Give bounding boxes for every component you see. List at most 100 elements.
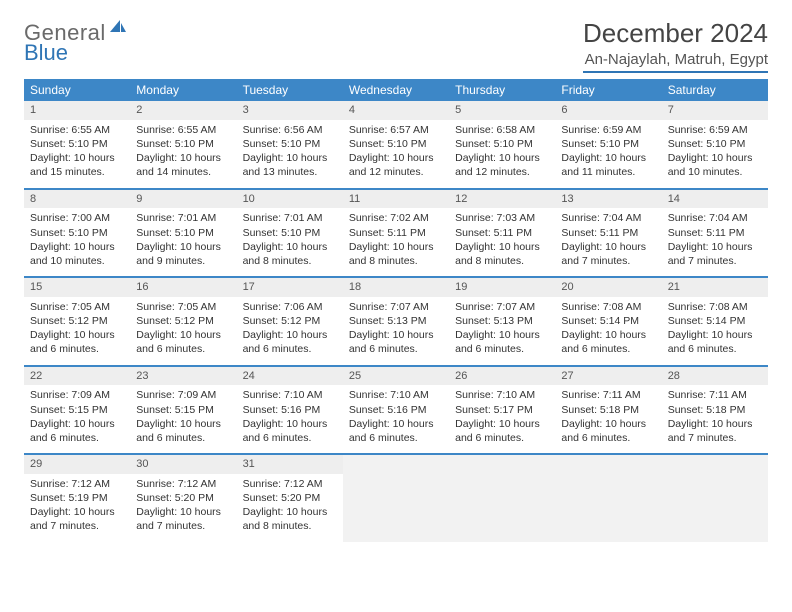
sunset-line: Sunset: 5:20 PM [136,491,230,505]
sunset-line: Sunset: 5:18 PM [561,403,655,417]
sunrise-line: Sunrise: 7:08 AM [668,300,762,314]
sunset-line: Sunset: 5:11 PM [668,226,762,240]
day-body: Sunrise: 7:02 AMSunset: 5:11 PMDaylight:… [343,208,449,276]
sunset-line: Sunset: 5:12 PM [243,314,337,328]
daylight-line: Daylight: 10 hours and 8 minutes. [349,240,443,268]
sunset-line: Sunset: 5:12 PM [30,314,124,328]
day-number: 31 [237,455,343,474]
sunrise-line: Sunrise: 6:56 AM [243,123,337,137]
day-cell: 6Sunrise: 6:59 AMSunset: 5:10 PMDaylight… [555,101,661,188]
daylight-line: Daylight: 10 hours and 6 minutes. [243,417,337,445]
sunset-line: Sunset: 5:15 PM [136,403,230,417]
day-body: Sunrise: 6:58 AMSunset: 5:10 PMDaylight:… [449,120,555,188]
month-title: December 2024 [583,18,768,49]
week-row: 22Sunrise: 7:09 AMSunset: 5:15 PMDayligh… [24,367,768,456]
sunrise-line: Sunrise: 7:11 AM [668,388,762,402]
weekday-friday: Friday [555,79,661,101]
day-cell: 15Sunrise: 7:05 AMSunset: 5:12 PMDayligh… [24,278,130,365]
daylight-line: Daylight: 10 hours and 6 minutes. [668,328,762,356]
sunrise-line: Sunrise: 6:58 AM [455,123,549,137]
day-cell: 7Sunrise: 6:59 AMSunset: 5:10 PMDaylight… [662,101,768,188]
day-number: 17 [237,278,343,297]
daylight-line: Daylight: 10 hours and 13 minutes. [243,151,337,179]
day-number: 10 [237,190,343,209]
daylight-line: Daylight: 10 hours and 9 minutes. [136,240,230,268]
sunset-line: Sunset: 5:10 PM [136,137,230,151]
daylight-line: Daylight: 10 hours and 11 minutes. [561,151,655,179]
week-row: 1Sunrise: 6:55 AMSunset: 5:10 PMDaylight… [24,101,768,190]
day-body: Sunrise: 7:04 AMSunset: 5:11 PMDaylight:… [662,208,768,276]
location-text: An-Najaylah, Matruh, Egypt [583,51,768,73]
weekday-header-row: Sunday Monday Tuesday Wednesday Thursday… [24,79,768,101]
day-number: 29 [24,455,130,474]
day-number: 5 [449,101,555,120]
day-cell: 16Sunrise: 7:05 AMSunset: 5:12 PMDayligh… [130,278,236,365]
day-number: 21 [662,278,768,297]
day-body: Sunrise: 6:55 AMSunset: 5:10 PMDaylight:… [130,120,236,188]
day-number: 18 [343,278,449,297]
week-row: 8Sunrise: 7:00 AMSunset: 5:10 PMDaylight… [24,190,768,279]
day-cell: 3Sunrise: 6:56 AMSunset: 5:10 PMDaylight… [237,101,343,188]
day-cell: 23Sunrise: 7:09 AMSunset: 5:15 PMDayligh… [130,367,236,454]
day-cell: 31Sunrise: 7:12 AMSunset: 5:20 PMDayligh… [237,455,343,542]
sunset-line: Sunset: 5:14 PM [561,314,655,328]
day-cell: 25Sunrise: 7:10 AMSunset: 5:16 PMDayligh… [343,367,449,454]
day-cell: 17Sunrise: 7:06 AMSunset: 5:12 PMDayligh… [237,278,343,365]
day-body: Sunrise: 7:12 AMSunset: 5:19 PMDaylight:… [24,474,130,542]
sunset-line: Sunset: 5:10 PM [136,226,230,240]
day-cell: 2Sunrise: 6:55 AMSunset: 5:10 PMDaylight… [130,101,236,188]
day-body: Sunrise: 6:59 AMSunset: 5:10 PMDaylight:… [662,120,768,188]
day-body: Sunrise: 7:04 AMSunset: 5:11 PMDaylight:… [555,208,661,276]
week-row: 29Sunrise: 7:12 AMSunset: 5:19 PMDayligh… [24,455,768,542]
day-number: 4 [343,101,449,120]
day-body: Sunrise: 6:55 AMSunset: 5:10 PMDaylight:… [24,120,130,188]
day-cell: 24Sunrise: 7:10 AMSunset: 5:16 PMDayligh… [237,367,343,454]
day-body: Sunrise: 7:10 AMSunset: 5:17 PMDaylight:… [449,385,555,453]
day-body: Sunrise: 7:06 AMSunset: 5:12 PMDaylight:… [237,297,343,365]
day-number: 12 [449,190,555,209]
day-cell: 9Sunrise: 7:01 AMSunset: 5:10 PMDaylight… [130,190,236,277]
sunrise-line: Sunrise: 7:03 AM [455,211,549,225]
day-body: Sunrise: 6:57 AMSunset: 5:10 PMDaylight:… [343,120,449,188]
sunrise-line: Sunrise: 7:01 AM [136,211,230,225]
sunset-line: Sunset: 5:11 PM [455,226,549,240]
daylight-line: Daylight: 10 hours and 6 minutes. [349,328,443,356]
day-number: 25 [343,367,449,386]
sunrise-line: Sunrise: 7:05 AM [136,300,230,314]
day-cell: 11Sunrise: 7:02 AMSunset: 5:11 PMDayligh… [343,190,449,277]
day-cell [555,455,661,542]
daylight-line: Daylight: 10 hours and 14 minutes. [136,151,230,179]
sunrise-line: Sunrise: 7:09 AM [136,388,230,402]
title-block: December 2024 An-Najaylah, Matruh, Egypt [583,18,768,73]
day-body: Sunrise: 7:12 AMSunset: 5:20 PMDaylight:… [237,474,343,542]
day-body: Sunrise: 7:03 AMSunset: 5:11 PMDaylight:… [449,208,555,276]
daylight-line: Daylight: 10 hours and 6 minutes. [349,417,443,445]
day-number: 27 [555,367,661,386]
sunset-line: Sunset: 5:13 PM [455,314,549,328]
week-row: 15Sunrise: 7:05 AMSunset: 5:12 PMDayligh… [24,278,768,367]
day-body: Sunrise: 7:08 AMSunset: 5:14 PMDaylight:… [662,297,768,365]
day-cell: 14Sunrise: 7:04 AMSunset: 5:11 PMDayligh… [662,190,768,277]
sunset-line: Sunset: 5:19 PM [30,491,124,505]
daylight-line: Daylight: 10 hours and 10 minutes. [30,240,124,268]
sunrise-line: Sunrise: 7:09 AM [30,388,124,402]
day-body: Sunrise: 7:08 AMSunset: 5:14 PMDaylight:… [555,297,661,365]
daylight-line: Daylight: 10 hours and 7 minutes. [561,240,655,268]
daylight-line: Daylight: 10 hours and 12 minutes. [455,151,549,179]
day-number: 13 [555,190,661,209]
sunset-line: Sunset: 5:14 PM [668,314,762,328]
day-body: Sunrise: 6:59 AMSunset: 5:10 PMDaylight:… [555,120,661,188]
day-body: Sunrise: 7:05 AMSunset: 5:12 PMDaylight:… [24,297,130,365]
day-body: Sunrise: 7:10 AMSunset: 5:16 PMDaylight:… [237,385,343,453]
sunrise-line: Sunrise: 7:02 AM [349,211,443,225]
day-number: 3 [237,101,343,120]
sunset-line: Sunset: 5:10 PM [668,137,762,151]
sunset-line: Sunset: 5:10 PM [243,226,337,240]
daylight-line: Daylight: 10 hours and 6 minutes. [455,328,549,356]
daylight-line: Daylight: 10 hours and 7 minutes. [668,417,762,445]
daylight-line: Daylight: 10 hours and 6 minutes. [561,328,655,356]
daylight-line: Daylight: 10 hours and 12 minutes. [349,151,443,179]
day-cell: 22Sunrise: 7:09 AMSunset: 5:15 PMDayligh… [24,367,130,454]
day-body: Sunrise: 7:01 AMSunset: 5:10 PMDaylight:… [130,208,236,276]
day-cell: 19Sunrise: 7:07 AMSunset: 5:13 PMDayligh… [449,278,555,365]
